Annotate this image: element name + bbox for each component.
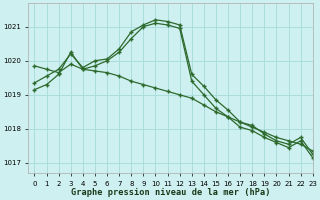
X-axis label: Graphe pression niveau de la mer (hPa): Graphe pression niveau de la mer (hPa) xyxy=(71,188,270,197)
